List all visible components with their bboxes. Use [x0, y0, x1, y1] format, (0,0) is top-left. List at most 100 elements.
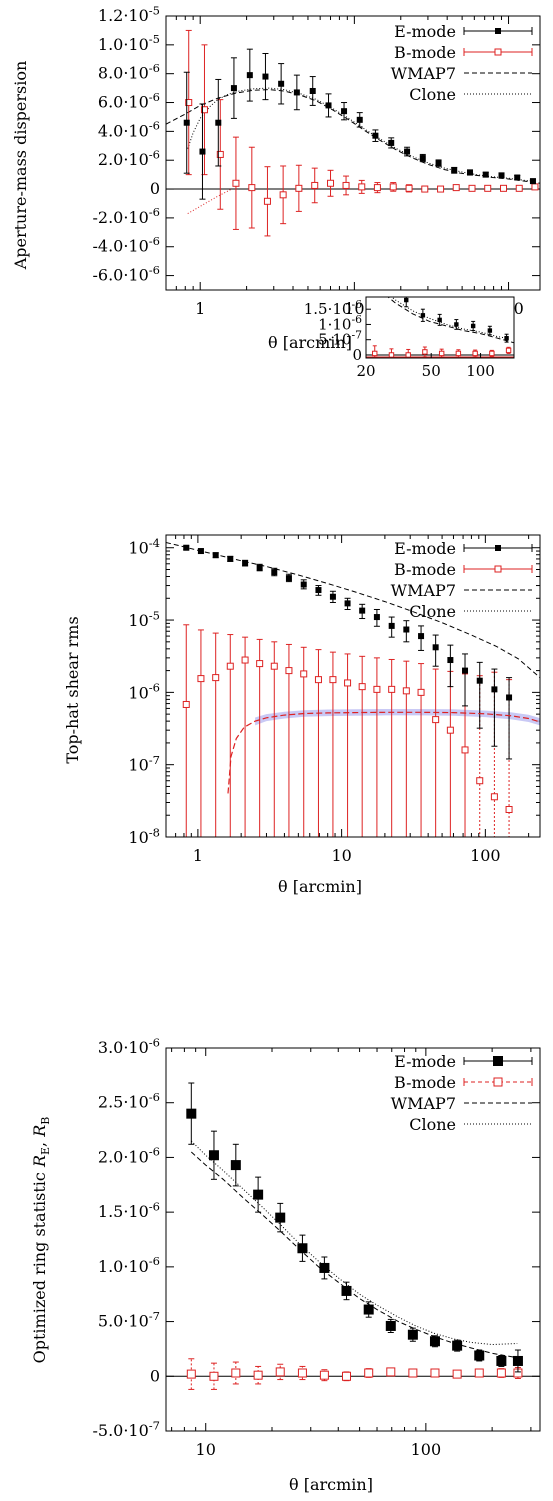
inset-background — [366, 297, 514, 358]
bmode-point — [405, 184, 413, 192]
bmode-point — [421, 185, 429, 193]
emode-point — [186, 1108, 197, 1119]
bmode-point — [452, 184, 460, 192]
emode-point — [404, 148, 411, 155]
emode-point — [285, 575, 292, 582]
wmap7-curve — [166, 89, 540, 184]
emode-point — [403, 626, 410, 633]
emode-point — [514, 174, 521, 181]
bmode-point — [515, 184, 523, 192]
y-tick-label: 2.0·10-6 — [98, 147, 160, 169]
inset-y-tick-label: 1.5·10-6 — [304, 298, 362, 318]
bmode-point — [342, 181, 350, 189]
emode-point — [388, 139, 395, 146]
x-tick-label: 10 — [344, 299, 364, 318]
bmode-point — [372, 350, 378, 357]
bmode-point — [446, 726, 454, 734]
emode-point — [504, 335, 509, 341]
emode-point — [208, 1150, 219, 1161]
plot-area — [166, 29, 540, 237]
bmode-point — [474, 1368, 484, 1378]
y-tick-label: 1.5·10-6 — [98, 1199, 160, 1221]
bmode-point — [200, 106, 208, 114]
bmode-point — [476, 777, 484, 785]
emode-point — [529, 178, 536, 185]
emode-point — [452, 1340, 463, 1351]
emode-point — [447, 657, 454, 664]
emode-point — [387, 287, 391, 291]
legend-label: Clone — [409, 85, 456, 104]
bmode-point — [493, 1077, 503, 1087]
emode-point — [407, 1329, 418, 1340]
legend-label: WMAP7 — [391, 64, 456, 83]
emode-point — [498, 172, 505, 179]
emode-point — [230, 1160, 241, 1171]
emode-point — [271, 569, 278, 576]
x-axis-label: θ [arcmin] — [268, 333, 352, 352]
bmode-point — [212, 674, 220, 682]
emode-point — [418, 633, 425, 640]
y-tick-label: 4.0·10-6 — [98, 119, 160, 141]
emode-point — [300, 581, 307, 588]
emode-point — [325, 102, 332, 109]
wmap7-curve — [166, 542, 540, 678]
bmode-point — [455, 350, 462, 357]
y-tick-label: -5.0·10-7 — [92, 1418, 160, 1440]
inset-y-tick-label: 0 — [352, 346, 362, 364]
emode-point — [359, 607, 366, 614]
bmode-point — [490, 793, 498, 801]
emode-point — [419, 155, 426, 162]
x-tick-label: 100 — [411, 1440, 442, 1459]
emode-point — [242, 560, 249, 567]
emode-point — [197, 548, 204, 555]
emode-point — [373, 614, 380, 621]
bmode-point — [241, 656, 249, 664]
emode-point — [420, 313, 426, 318]
y-tick-label: 10-5 — [128, 608, 160, 630]
emode-point — [341, 108, 348, 115]
legend-label: E-mode — [394, 539, 456, 558]
bmode-point — [422, 349, 428, 355]
emode-point — [482, 171, 489, 178]
bmode-point — [314, 676, 322, 684]
bmode-point — [319, 1370, 329, 1380]
emode-point — [344, 600, 351, 607]
legend-label: Clone — [409, 602, 456, 621]
y-tick-label: 2.0·10-6 — [98, 1145, 160, 1167]
bmode-point — [388, 352, 395, 358]
bmode-point — [531, 183, 539, 191]
bmode-point — [364, 1368, 374, 1378]
bmode-point — [285, 667, 293, 675]
bmode-point — [468, 184, 476, 192]
y-tick-label: 1.0·10-5 — [98, 32, 160, 54]
y-axis-label: Top-hat shear rms — [63, 616, 82, 763]
x-tick-label: 10 — [196, 1440, 216, 1459]
bmode-point — [253, 1370, 263, 1380]
bmode-point — [373, 685, 381, 693]
emode-point — [476, 677, 483, 684]
bmode-point — [408, 1368, 418, 1378]
inset-x-tick-label: 50 — [422, 362, 441, 380]
y-tick-label: 10-6 — [128, 681, 160, 703]
plot-area — [166, 542, 540, 837]
inset-x-tick-label: 100 — [466, 362, 495, 380]
bmode-point — [505, 806, 513, 814]
bmode-point — [186, 1369, 196, 1379]
emode-point — [297, 1243, 308, 1254]
x-tick-label: 1 — [195, 299, 205, 318]
emode-point — [385, 1320, 396, 1331]
bmode-point — [472, 350, 478, 357]
bmode-point — [505, 347, 512, 354]
emode-point — [341, 1285, 352, 1296]
bmode-point — [329, 676, 337, 684]
emode-point — [429, 1336, 440, 1347]
y-axis-label: Aperture-mass dispersion — [11, 61, 30, 271]
bmode-point — [327, 179, 335, 187]
bmode-point — [182, 700, 190, 708]
bmode-point — [405, 352, 411, 358]
emode-point — [437, 317, 442, 323]
bmode-point — [438, 350, 445, 357]
y-tick-label: 10-7 — [128, 753, 160, 775]
